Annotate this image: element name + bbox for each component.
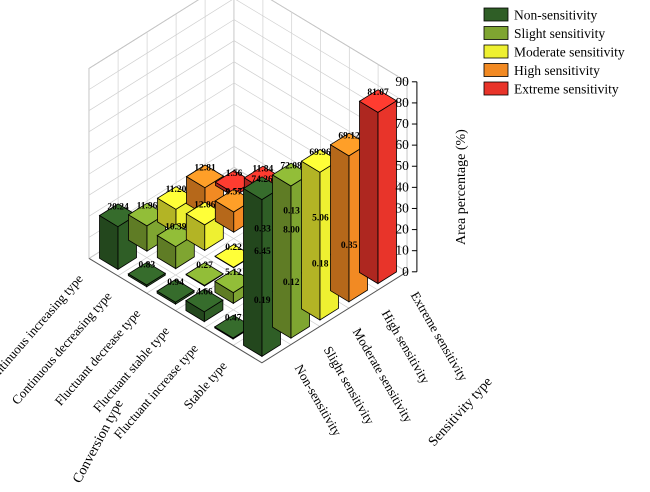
value-label: 0.94 [167, 278, 184, 288]
z-tick-label: 20 [395, 222, 409, 237]
z-tick-label: 10 [395, 243, 409, 258]
z-tick-label: 90 [395, 74, 409, 89]
legend-label: Extreme sensitivity [514, 82, 619, 97]
value-label: 11.96 [137, 202, 158, 212]
value-label: 1.56 [226, 169, 243, 179]
bar-0-2 [185, 288, 224, 323]
bar-face-side [359, 100, 379, 285]
bar-0-3 [156, 278, 195, 305]
value-label: 12.06 [194, 201, 216, 211]
bars-layer [98, 89, 398, 358]
value-label: 11.84 [252, 165, 273, 175]
value-label: 0.12 [283, 278, 300, 288]
bar-2-3 [214, 244, 253, 269]
value-label: 9.57 [225, 188, 242, 198]
bar-1-4 [156, 223, 196, 270]
value-label: 8.00 [283, 226, 300, 236]
conversion-type-label: Fluctuant decrease type [52, 306, 144, 409]
value-label: 4.66 [196, 287, 213, 297]
conversion-type-label: Stable type [180, 358, 230, 412]
bar-face-top [156, 278, 195, 303]
bar-face-side [301, 160, 321, 321]
wall-gridline [88, 0, 408, 83]
z-tick-label: 0 [402, 264, 409, 279]
z-tick-label: 50 [395, 158, 409, 173]
value-label: 69.96 [309, 148, 331, 158]
value-label: 0.27 [196, 261, 213, 271]
z-tick-label: 70 [395, 116, 409, 131]
legend-swatch [483, 26, 509, 40]
legend-label: Slight sensitivity [514, 26, 605, 41]
floor-edge [88, 257, 408, 364]
value-label: 0.13 [283, 207, 300, 217]
value-label: 11.20 [166, 185, 187, 195]
value-label: 5.12 [225, 268, 242, 278]
value-label: 0.83 [138, 261, 155, 271]
y-axis-title: Sensitivity type [426, 375, 496, 450]
value-label: 6.45 [254, 247, 271, 257]
bar-4-0 [358, 89, 398, 285]
bar-face-top [185, 262, 224, 286]
bar-face-side [330, 143, 350, 303]
z-axis-title: Area percentage (%) [454, 129, 469, 245]
conversion-type-label: Fluctuant increase type [111, 341, 202, 442]
z-tick-label: 30 [395, 200, 409, 215]
value-label: 12.81 [194, 163, 216, 173]
bar-face-front [377, 100, 397, 285]
bar-face-side [243, 187, 263, 358]
value-label: 20.24 [107, 202, 129, 212]
value-label: 5.06 [312, 214, 329, 224]
value-label: 10.39 [165, 222, 187, 232]
conversion-type-label: Fluctuant stable type [90, 323, 173, 415]
bar-face-side [272, 174, 292, 339]
legend-swatch [483, 7, 509, 22]
z-tick-label: 60 [395, 137, 409, 152]
legend-label: Non-sensitivity [514, 8, 597, 23]
bar-face-top [358, 89, 398, 113]
value-label: 72.08 [280, 162, 302, 172]
value-label: 0.18 [312, 260, 329, 270]
legend-swatch [483, 81, 509, 96]
value-label: 0.22 [225, 243, 242, 253]
value-label: 69.12 [338, 131, 360, 141]
bar-2-5 [156, 186, 196, 234]
value-label: 0.33 [254, 225, 271, 235]
legend: Non-sensitivity Slight sensitivity Moderat… [483, 7, 625, 97]
bar-face-top [185, 288, 224, 313]
value-label: 0.47 [225, 314, 242, 324]
z-tick-label: 80 [395, 95, 409, 110]
value-label: 0.35 [341, 241, 358, 251]
legend-swatch [483, 44, 509, 59]
value-label: 81.07 [367, 88, 389, 98]
bar-face-top [127, 261, 167, 286]
value-label: 74.26 [251, 175, 273, 185]
legend-label: Moderate sensitivity [514, 45, 625, 60]
value-label: 0.19 [254, 296, 271, 306]
wall-gridline [88, 0, 408, 104]
bar-0-4 [127, 261, 167, 288]
legend-swatch [483, 63, 509, 77]
bar-1-3 [185, 262, 224, 287]
bar-face-top [185, 164, 225, 189]
legend-label: High sensitivity [514, 63, 600, 78]
z-tick-label: 40 [395, 179, 409, 194]
